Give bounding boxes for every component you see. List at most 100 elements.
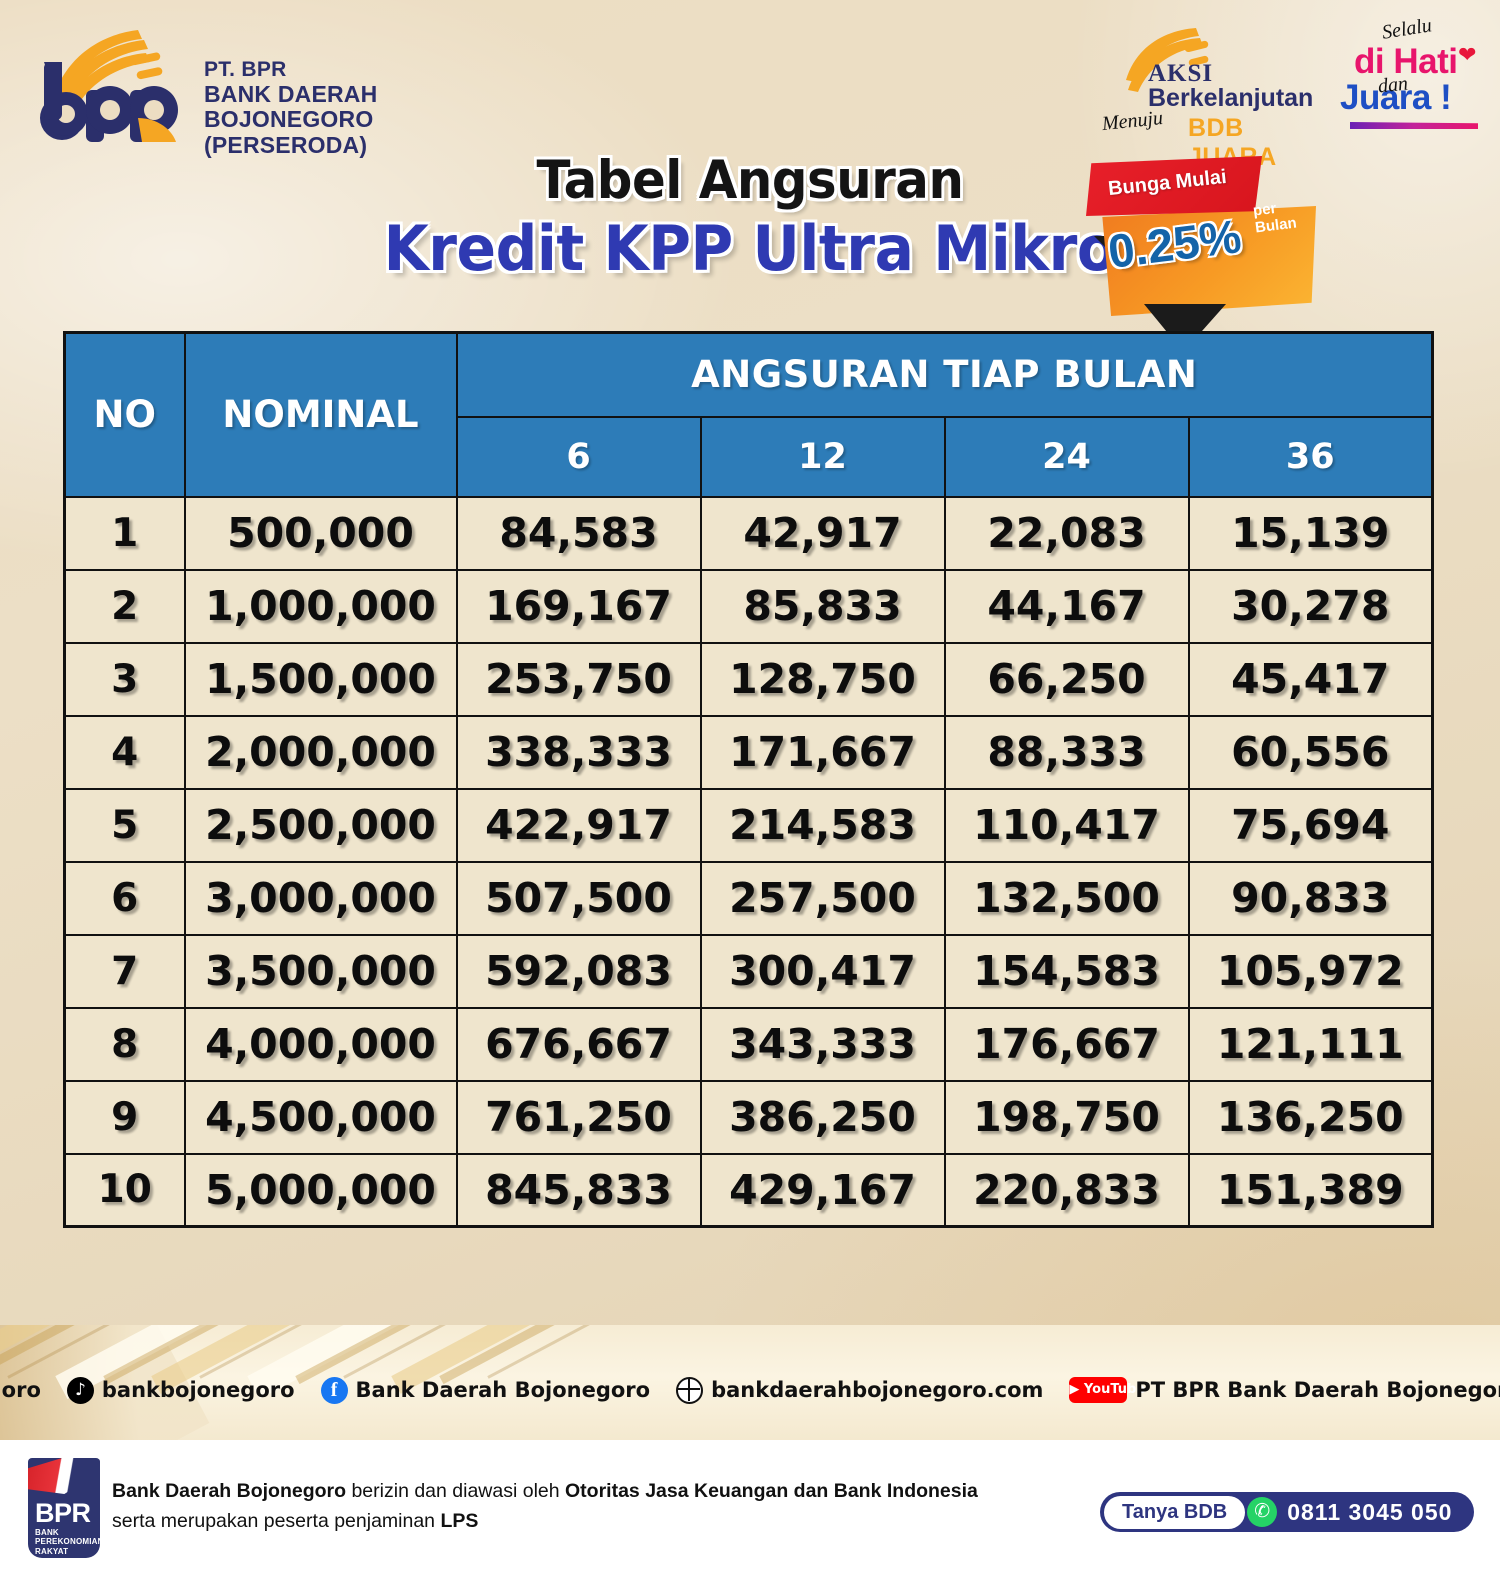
social-label: PT BPR Bank Daerah Bojonegoro (Perseroda… (1135, 1378, 1500, 1402)
social-label: bankbojonegoro (101, 1378, 295, 1402)
cell-m6: 338,333 (455, 714, 702, 790)
cell-nominal: 4,500,000 (183, 1079, 458, 1155)
cell-nominal: 3,000,000 (183, 860, 458, 936)
social-item-facebook[interactable]: f Bank Daerah Bojonegoro (320, 1376, 651, 1404)
brand-line-3: (PERSERODA) (204, 132, 368, 159)
cell-nominal: 2,500,000 (183, 787, 458, 863)
cell-nominal: 3,500,000 (183, 933, 458, 1009)
cell-m6: 507,500 (455, 860, 702, 936)
social-item-instagram[interactable]: bprbojonegoro (0, 1377, 41, 1404)
cell-m6: 253,750 (455, 641, 702, 717)
legal-footer: BPR BANK PEREKONOMIAN RAKYAT Bank Daerah B… (0, 1440, 1500, 1575)
cell-m36: 105,972 (1187, 933, 1434, 1009)
cell-m12: 85,833 (699, 568, 946, 644)
table-row: 9 4,500,000 761,250 386,250 198,750 136,250 (63, 1079, 1434, 1155)
interest-rate-badge: Bunga Mulai 0.25% per Bulan (1078, 144, 1328, 352)
hati-script-2: dan (1376, 72, 1410, 98)
hati-script-1: Selalu (1380, 14, 1434, 44)
table-row: 7 3,500,000 592,083 300,417 154,583 105,972 (63, 933, 1434, 1009)
cell-m12: 343,333 (699, 1006, 946, 1082)
cell-m24: 88,333 (943, 714, 1190, 790)
col-header-tenor-24: 24 (943, 415, 1190, 498)
hati-line-1: di Hati (1354, 42, 1458, 81)
footer-disclaimer: Bank Daerah Bojonegoro berizin dan diawa… (112, 1476, 978, 1536)
cell-no: 6 (63, 860, 186, 936)
cell-m24: 110,417 (943, 787, 1190, 863)
cell-m36: 151,389 (1187, 1152, 1434, 1228)
aksi-swoosh-icon (1126, 28, 1209, 92)
table-row: 2 1,000,000 169,167 85,833 44,167 30,278 (63, 568, 1434, 644)
cell-m6: 169,167 (455, 568, 702, 644)
hati-line-2: Juara ! (1340, 78, 1452, 117)
cell-m6: 592,083 (455, 933, 702, 1009)
cell-no: 1 (63, 495, 186, 571)
table-row: 6 3,000,000 507,500 257,500 132,500 90,833 (63, 860, 1434, 936)
cell-m6: 845,833 (455, 1152, 702, 1228)
social-item-website[interactable]: bankdaerahbojonegoro.com (676, 1376, 1044, 1404)
table-row: 3 1,500,000 253,750 128,750 66,250 45,417 (63, 641, 1434, 717)
brand-line-1: PT. BPR (204, 58, 287, 81)
brand-header: PT. BPR BANK DAERAH BOJONEGORO (PERSEROD… (26, 22, 486, 158)
cell-m24: 220,833 (943, 1152, 1190, 1228)
cell-m24: 66,250 (943, 641, 1190, 717)
cell-m36: 75,694 (1187, 787, 1434, 863)
badge-label: Bunga Mulai (1107, 165, 1228, 201)
col-header-tenor-6: 6 (455, 415, 702, 498)
cell-m12: 386,250 (699, 1079, 946, 1155)
cell-m12: 214,583 (699, 787, 946, 863)
social-links-row: bprbojonegoro ♪ bankbojonegoro f Bank Daerah… (0, 1368, 1500, 1412)
cell-m12: 42,917 (699, 495, 946, 571)
cell-m36: 90,833 (1187, 860, 1434, 936)
cell-m36: 136,250 (1187, 1079, 1434, 1155)
social-label: bankdaerahbojonegoro.com (711, 1378, 1044, 1402)
table-row: 10 5,000,000 845,833 429,167 220,833 151,389 (63, 1152, 1434, 1228)
table-row: 1 500,000 84,583 42,917 22,083 15,139 (63, 495, 1434, 571)
cell-m36: 30,278 (1187, 568, 1434, 644)
disclaimer-regulator: Otoritas Jasa Keuangan dan Bank Indonesi… (565, 1480, 978, 1502)
social-item-tiktok[interactable]: ♪ bankbojonegoro (66, 1376, 295, 1404)
col-header-tenor-36: 36 (1187, 415, 1434, 498)
cell-m6: 676,667 (455, 1006, 702, 1082)
whatsapp-icon: ✆ (1247, 1497, 1278, 1527)
cell-m36: 45,417 (1187, 641, 1434, 717)
table-row: 4 2,000,000 338,333 171,667 88,333 60,556 (63, 714, 1434, 790)
cell-m12: 257,500 (699, 860, 946, 936)
aksi-word-1: AKSI (1148, 60, 1214, 87)
col-header-group: ANGSURAN TIAP BULAN (455, 331, 1434, 418)
cell-m12: 128,750 (699, 641, 946, 717)
cell-nominal: 1,000,000 (183, 568, 458, 644)
brand-line-2: BANK DAERAH BOJONEGORO (204, 80, 378, 133)
tanya-bdb-label: Tanya BDB (1104, 1495, 1246, 1529)
cell-no: 7 (63, 933, 186, 1009)
cell-nominal: 1,500,000 (183, 641, 458, 717)
whatsapp-number: 0811 3045 050 (1287, 1498, 1453, 1525)
disclaimer-bank-name: Bank Daerah Bojonegoro (112, 1480, 347, 1502)
disclaimer-lps-text: serta merupakan peserta penjaminan (112, 1510, 441, 1533)
heart-icon: ❤ (1458, 42, 1477, 67)
col-header-tenor-12: 12 (699, 415, 946, 498)
table-header-row-1: NO NOMINAL ANGSURAN TIAP BULAN (63, 331, 1434, 498)
installment-table: NO NOMINAL ANGSURAN TIAP BULAN 6 12 24 3… (63, 331, 1435, 1228)
cell-no: 2 (63, 568, 186, 644)
ribbon-red-banner: Bunga Mulai (1086, 156, 1262, 216)
aksi-word-2: Berkelanjutan (1148, 84, 1314, 112)
cell-m24: 22,083 (943, 495, 1190, 571)
footer-logo-sub: BANK PEREKONOMIAN RAKYAT (35, 1528, 100, 1556)
page-title-line-1: Tabel Angsuran (536, 150, 964, 211)
tanya-bdb-contact[interactable]: Tanya BDB ✆ 0811 3045 050 (1100, 1492, 1475, 1532)
ribbon-body (1102, 206, 1316, 316)
social-label: Bank Daerah Bojonegoro (355, 1378, 651, 1402)
disclaimer-mid: berizin dan diawasi oleh (346, 1480, 566, 1502)
bpr-swoosh-logo-icon (40, 30, 178, 142)
table-row: 8 4,000,000 676,667 343,333 176,667 121,111 (63, 1006, 1434, 1082)
campaign-aksi-logo: AKSI Berkelanjutan Menuju BDB JUARA (1092, 22, 1322, 171)
tiktok-icon: ♪ (66, 1376, 94, 1404)
cell-m24: 44,167 (943, 568, 1190, 644)
cell-m36: 121,111 (1187, 1006, 1434, 1082)
cell-nominal: 500,000 (183, 495, 458, 571)
bpr-perekonomian-rakyat-logo-icon: BPR BANK PEREKONOMIAN RAKYAT (28, 1458, 100, 1558)
youtube-icon: ▶ YouTube (1069, 1377, 1145, 1403)
cell-nominal: 5,000,000 (183, 1152, 458, 1228)
col-header-no: NO (63, 331, 186, 498)
